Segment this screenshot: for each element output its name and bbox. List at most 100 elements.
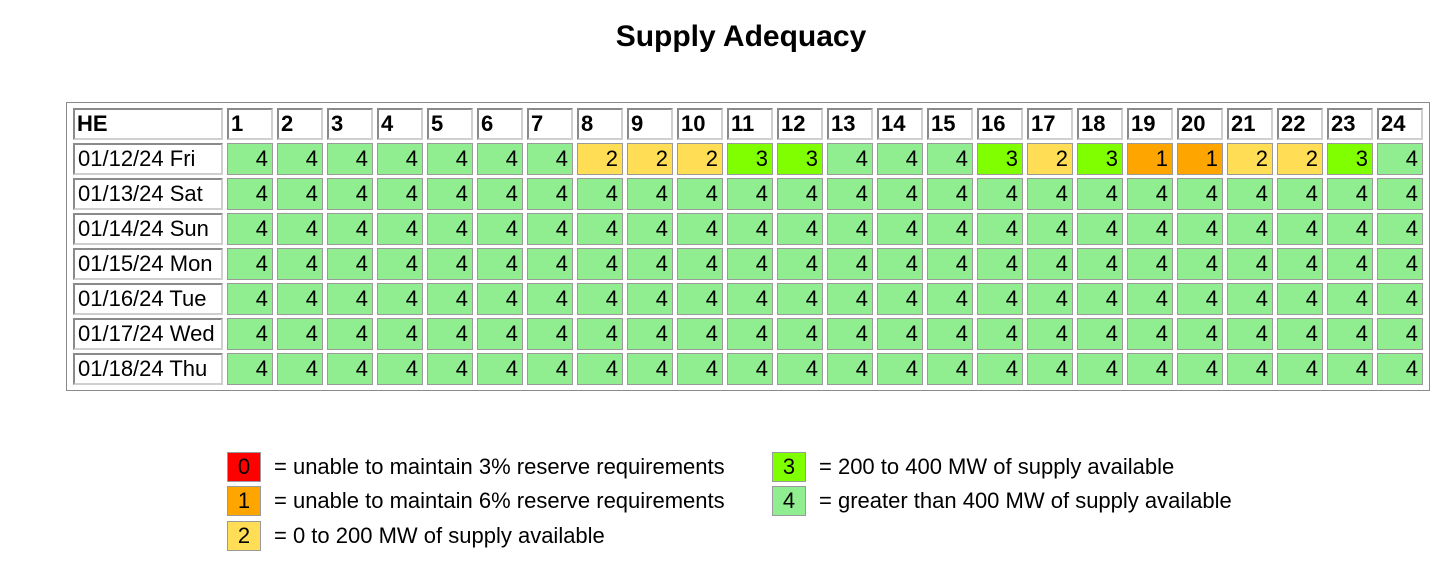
- adequacy-cell: 4: [1277, 248, 1323, 280]
- adequacy-cell: 3: [727, 143, 773, 175]
- adequacy-cell: 4: [927, 178, 973, 210]
- adequacy-cell: 4: [527, 248, 573, 280]
- supply-adequacy-grid: HE 1 2 3 4 5 6 7 8 9 10 11 12 13 14 15 16 17 18 19 20 21 22 23…: [66, 102, 1430, 391]
- adequacy-cell: 4: [1077, 248, 1123, 280]
- adequacy-cell: 4: [1377, 178, 1423, 210]
- adequacy-cell: 4: [1227, 248, 1273, 280]
- hour-header: 14: [877, 108, 923, 140]
- adequacy-cell: 4: [427, 213, 473, 245]
- adequacy-cell: 4: [1227, 213, 1273, 245]
- adequacy-cell: 3: [977, 143, 1023, 175]
- adequacy-cell: 4: [927, 213, 973, 245]
- legend-item-4: 4 = greater than 400 MW of supply availab…: [772, 486, 1232, 516]
- hour-header: 6: [477, 108, 523, 140]
- adequacy-cell: 4: [377, 248, 423, 280]
- legend-text: = greater than 400 MW of supply availabl…: [819, 488, 1232, 513]
- table-row: 01/17/24 Wed 4 4 4 4 4 4 4 4 4 4 4 4 4 4 4 4 4 4 4 4 4 4 4 4: [73, 318, 1423, 350]
- adequacy-cell: 4: [227, 143, 273, 175]
- adequacy-cell: 4: [577, 318, 623, 350]
- adequacy-cell: 4: [877, 318, 923, 350]
- adequacy-cell: 3: [1327, 143, 1373, 175]
- hour-header: 11: [727, 108, 773, 140]
- adequacy-cell: 4: [1377, 318, 1423, 350]
- adequacy-cell: 4: [777, 178, 823, 210]
- adequacy-cell: 4: [1377, 143, 1423, 175]
- adequacy-cell: 4: [1327, 283, 1373, 315]
- adequacy-cell: 4: [727, 353, 773, 385]
- adequacy-cell: 4: [977, 318, 1023, 350]
- adequacy-cell: 4: [1027, 318, 1073, 350]
- legend-item-1: 1 = unable to maintain 6% reserve require…: [227, 486, 725, 516]
- adequacy-cell: 4: [727, 213, 773, 245]
- adequacy-cell: 4: [477, 178, 523, 210]
- adequacy-cell: 4: [827, 318, 873, 350]
- adequacy-cell: 4: [527, 143, 573, 175]
- legend-text: = unable to maintain 3% reserve requirem…: [274, 454, 725, 479]
- adequacy-cell: 4: [377, 143, 423, 175]
- adequacy-cell: 4: [777, 353, 823, 385]
- adequacy-cell: 4: [727, 248, 773, 280]
- adequacy-cell: 4: [627, 318, 673, 350]
- adequacy-cell: 4: [277, 213, 323, 245]
- hour-header: 4: [377, 108, 423, 140]
- adequacy-cell: 4: [977, 178, 1023, 210]
- row-date-label: 01/14/24 Sun: [73, 213, 223, 245]
- adequacy-cell: 4: [477, 248, 523, 280]
- adequacy-cell: 4: [927, 248, 973, 280]
- legend-item-2: 2 = 0 to 200 MW of supply available: [227, 521, 605, 551]
- adequacy-cell: 4: [1077, 283, 1123, 315]
- adequacy-cell: 4: [877, 143, 923, 175]
- adequacy-cell: 2: [1227, 143, 1273, 175]
- adequacy-cell: 4: [277, 353, 323, 385]
- adequacy-cell: 2: [577, 143, 623, 175]
- adequacy-cell: 4: [527, 178, 573, 210]
- legend-text: = unable to maintain 6% reserve requirem…: [274, 488, 725, 513]
- adequacy-cell: 4: [227, 213, 273, 245]
- adequacy-cell: 4: [777, 248, 823, 280]
- adequacy-cell: 4: [1327, 248, 1373, 280]
- adequacy-cell: 4: [227, 318, 273, 350]
- adequacy-cell: 4: [1377, 213, 1423, 245]
- adequacy-cell: 4: [627, 213, 673, 245]
- adequacy-cell: 4: [1177, 318, 1223, 350]
- row-date-label: 01/15/24 Mon: [73, 248, 223, 280]
- adequacy-cell: 4: [677, 318, 723, 350]
- adequacy-cell: 4: [1027, 248, 1073, 280]
- adequacy-cell: 4: [827, 353, 873, 385]
- hour-header: 12: [777, 108, 823, 140]
- hour-header: 22: [1277, 108, 1323, 140]
- legend-text: = 200 to 400 MW of supply available: [819, 454, 1175, 479]
- legend-item-3: 3 = 200 to 400 MW of supply available: [772, 452, 1174, 482]
- hour-header: 1: [227, 108, 273, 140]
- table-row: 01/16/24 Tue 4 4 4 4 4 4 4 4 4 4 4 4 4 4 4 4 4 4 4 4 4 4 4 4: [73, 283, 1423, 315]
- hour-header: 2: [277, 108, 323, 140]
- row-date-label: 01/16/24 Tue: [73, 283, 223, 315]
- hour-header: 15: [927, 108, 973, 140]
- adequacy-cell: 1: [1127, 143, 1173, 175]
- adequacy-cell: 4: [1177, 213, 1223, 245]
- adequacy-cell: 4: [277, 248, 323, 280]
- adequacy-cell: 4: [727, 178, 773, 210]
- adequacy-cell: 4: [577, 178, 623, 210]
- adequacy-cell: 4: [1127, 283, 1173, 315]
- table-row: 01/14/24 Sun 4 4 4 4 4 4 4 4 4 4 4 4 4 4 4 4 4 4 4 4 4 4 4 4: [73, 213, 1423, 245]
- hour-header: 17: [1027, 108, 1073, 140]
- legend-item-0: 0 = unable to maintain 3% reserve require…: [227, 452, 725, 482]
- adequacy-cell: 4: [927, 353, 973, 385]
- adequacy-cell: 4: [327, 353, 373, 385]
- adequacy-cell: 4: [427, 248, 473, 280]
- adequacy-cell: 4: [827, 248, 873, 280]
- adequacy-cell: 4: [1077, 178, 1123, 210]
- adequacy-cell: 4: [527, 213, 573, 245]
- adequacy-cell: 4: [277, 143, 323, 175]
- adequacy-cell: 4: [1027, 283, 1073, 315]
- supply-adequacy-table: HE 1 2 3 4 5 6 7 8 9 10 11 12 13 14 15 16 17 18 19 20 21 22 23…: [69, 105, 1427, 388]
- header-row: HE 1 2 3 4 5 6 7 8 9 10 11 12 13 14 15 16 17 18 19 20 21 22 23…: [73, 108, 1423, 140]
- adequacy-cell: 4: [927, 318, 973, 350]
- adequacy-cell: 4: [1027, 353, 1073, 385]
- adequacy-cell: 4: [927, 143, 973, 175]
- adequacy-cell: 2: [677, 143, 723, 175]
- adequacy-cell: 4: [327, 248, 373, 280]
- adequacy-cell: 3: [777, 143, 823, 175]
- adequacy-cell: 4: [627, 178, 673, 210]
